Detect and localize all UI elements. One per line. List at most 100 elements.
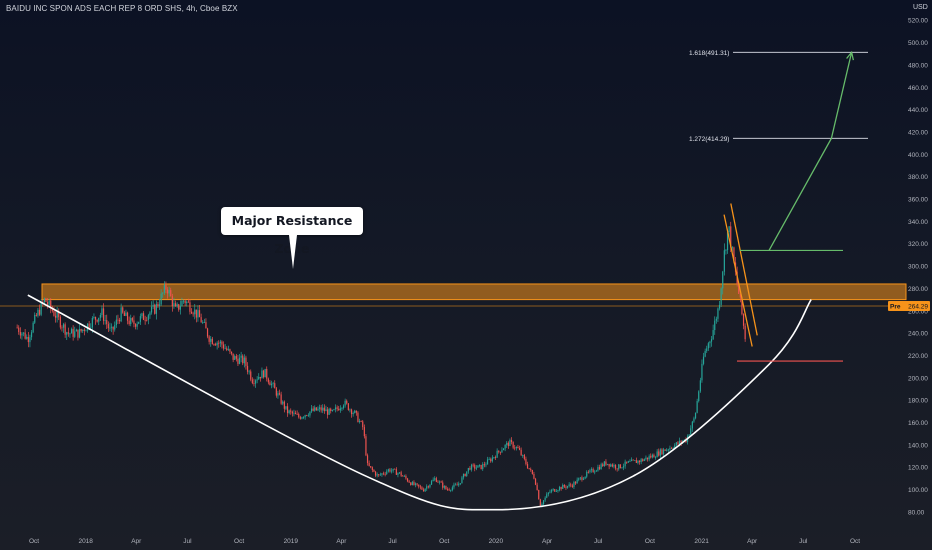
candle-body <box>421 487 423 490</box>
projection-path[interactable] <box>768 52 853 251</box>
candle-body <box>371 467 373 470</box>
fib-1618-label: 1.618(491.31) <box>689 50 729 57</box>
candle-body <box>320 407 322 411</box>
resistance-zone[interactable] <box>41 283 907 301</box>
candle-body <box>539 499 541 507</box>
candle-body <box>248 371 250 373</box>
candle-body <box>406 478 409 482</box>
candle-body <box>85 330 87 332</box>
candle-body <box>579 477 581 479</box>
candle-body <box>661 449 663 455</box>
candle-body <box>557 490 559 492</box>
currency-label: USD <box>913 4 928 11</box>
candle-body <box>482 464 484 470</box>
y-tick-label: 480.00 <box>908 62 928 69</box>
candle-body <box>590 469 593 471</box>
candle-body <box>675 442 677 446</box>
candle-body <box>637 460 639 463</box>
x-tick-label: 2020 <box>489 538 504 545</box>
candle-body <box>24 332 26 339</box>
candle-body <box>346 400 348 404</box>
candle-body <box>29 337 31 343</box>
candle-body <box>210 338 212 342</box>
candle-body <box>131 318 133 321</box>
candle-body <box>666 449 668 451</box>
candle-body <box>520 449 522 456</box>
cup-curve[interactable] <box>27 294 812 511</box>
candle-body <box>93 316 95 319</box>
candle-body <box>494 457 497 458</box>
candle-body <box>600 464 602 470</box>
candle-body <box>461 477 463 484</box>
candle-body <box>472 464 474 466</box>
candle-body <box>602 464 604 467</box>
candle-body <box>690 428 692 435</box>
candle-body <box>586 471 588 477</box>
candle-body <box>587 471 589 473</box>
candle-body <box>392 468 394 471</box>
candle-body <box>280 394 282 404</box>
candle-body <box>134 324 137 327</box>
candle-body <box>283 401 285 409</box>
candle-body <box>195 309 197 318</box>
candle-body <box>250 371 252 380</box>
wedge-upper-line[interactable] <box>723 214 753 347</box>
candle-body <box>654 457 657 458</box>
candle-body <box>102 308 105 321</box>
candle-body <box>509 440 511 447</box>
candle-body <box>128 320 130 325</box>
x-tick-label: Apr <box>747 538 758 545</box>
candle-body <box>298 414 300 418</box>
candle-body <box>365 436 367 456</box>
candle-body <box>696 401 698 413</box>
candle-body <box>242 355 244 364</box>
candle-body <box>453 484 455 488</box>
candle-body <box>286 406 289 414</box>
candle-body <box>354 410 356 413</box>
candle-body <box>605 461 607 465</box>
candle-body <box>613 465 615 467</box>
candle-body <box>237 358 239 364</box>
price-tag[interactable] <box>888 300 930 311</box>
candle-body <box>136 323 138 327</box>
candle-body <box>158 304 161 307</box>
candle-body <box>414 483 417 485</box>
candle-body <box>43 298 45 303</box>
candle-body <box>474 465 476 469</box>
candle-body <box>390 470 393 472</box>
candle-body <box>227 349 229 350</box>
candle-body <box>744 325 746 340</box>
candle-body <box>338 408 340 411</box>
candle-body <box>205 322 207 329</box>
resistance-callout[interactable]: Major Resistance Zone <box>221 207 363 256</box>
wedge-lower-line[interactable] <box>730 203 758 336</box>
candle-body <box>462 473 465 478</box>
candle-body <box>707 343 709 349</box>
candle-body <box>16 327 18 329</box>
x-tick-label: 2019 <box>284 538 299 545</box>
candle-body <box>488 459 490 461</box>
y-tick-label: 160.00 <box>908 420 928 427</box>
candle-body <box>619 464 621 468</box>
x-tick-label: 2018 <box>78 538 93 545</box>
candle-body <box>402 475 404 477</box>
candle-body <box>218 342 220 344</box>
candle-body <box>274 383 276 389</box>
candle-body <box>74 331 76 337</box>
candle-body <box>446 489 449 491</box>
candle-body <box>606 463 609 465</box>
candle-body <box>230 351 233 354</box>
candle-body <box>256 379 258 381</box>
candle-body <box>658 451 660 456</box>
candle-body <box>317 408 319 411</box>
candle-body <box>107 324 109 329</box>
candle-body <box>563 484 565 487</box>
y-tick-label: 340.00 <box>908 219 928 226</box>
projection-arrow-icon <box>846 50 855 61</box>
candle-body <box>35 314 37 316</box>
y-tick-label: 320.00 <box>908 241 928 248</box>
candle-body <box>477 465 479 468</box>
candle-body <box>269 382 271 386</box>
